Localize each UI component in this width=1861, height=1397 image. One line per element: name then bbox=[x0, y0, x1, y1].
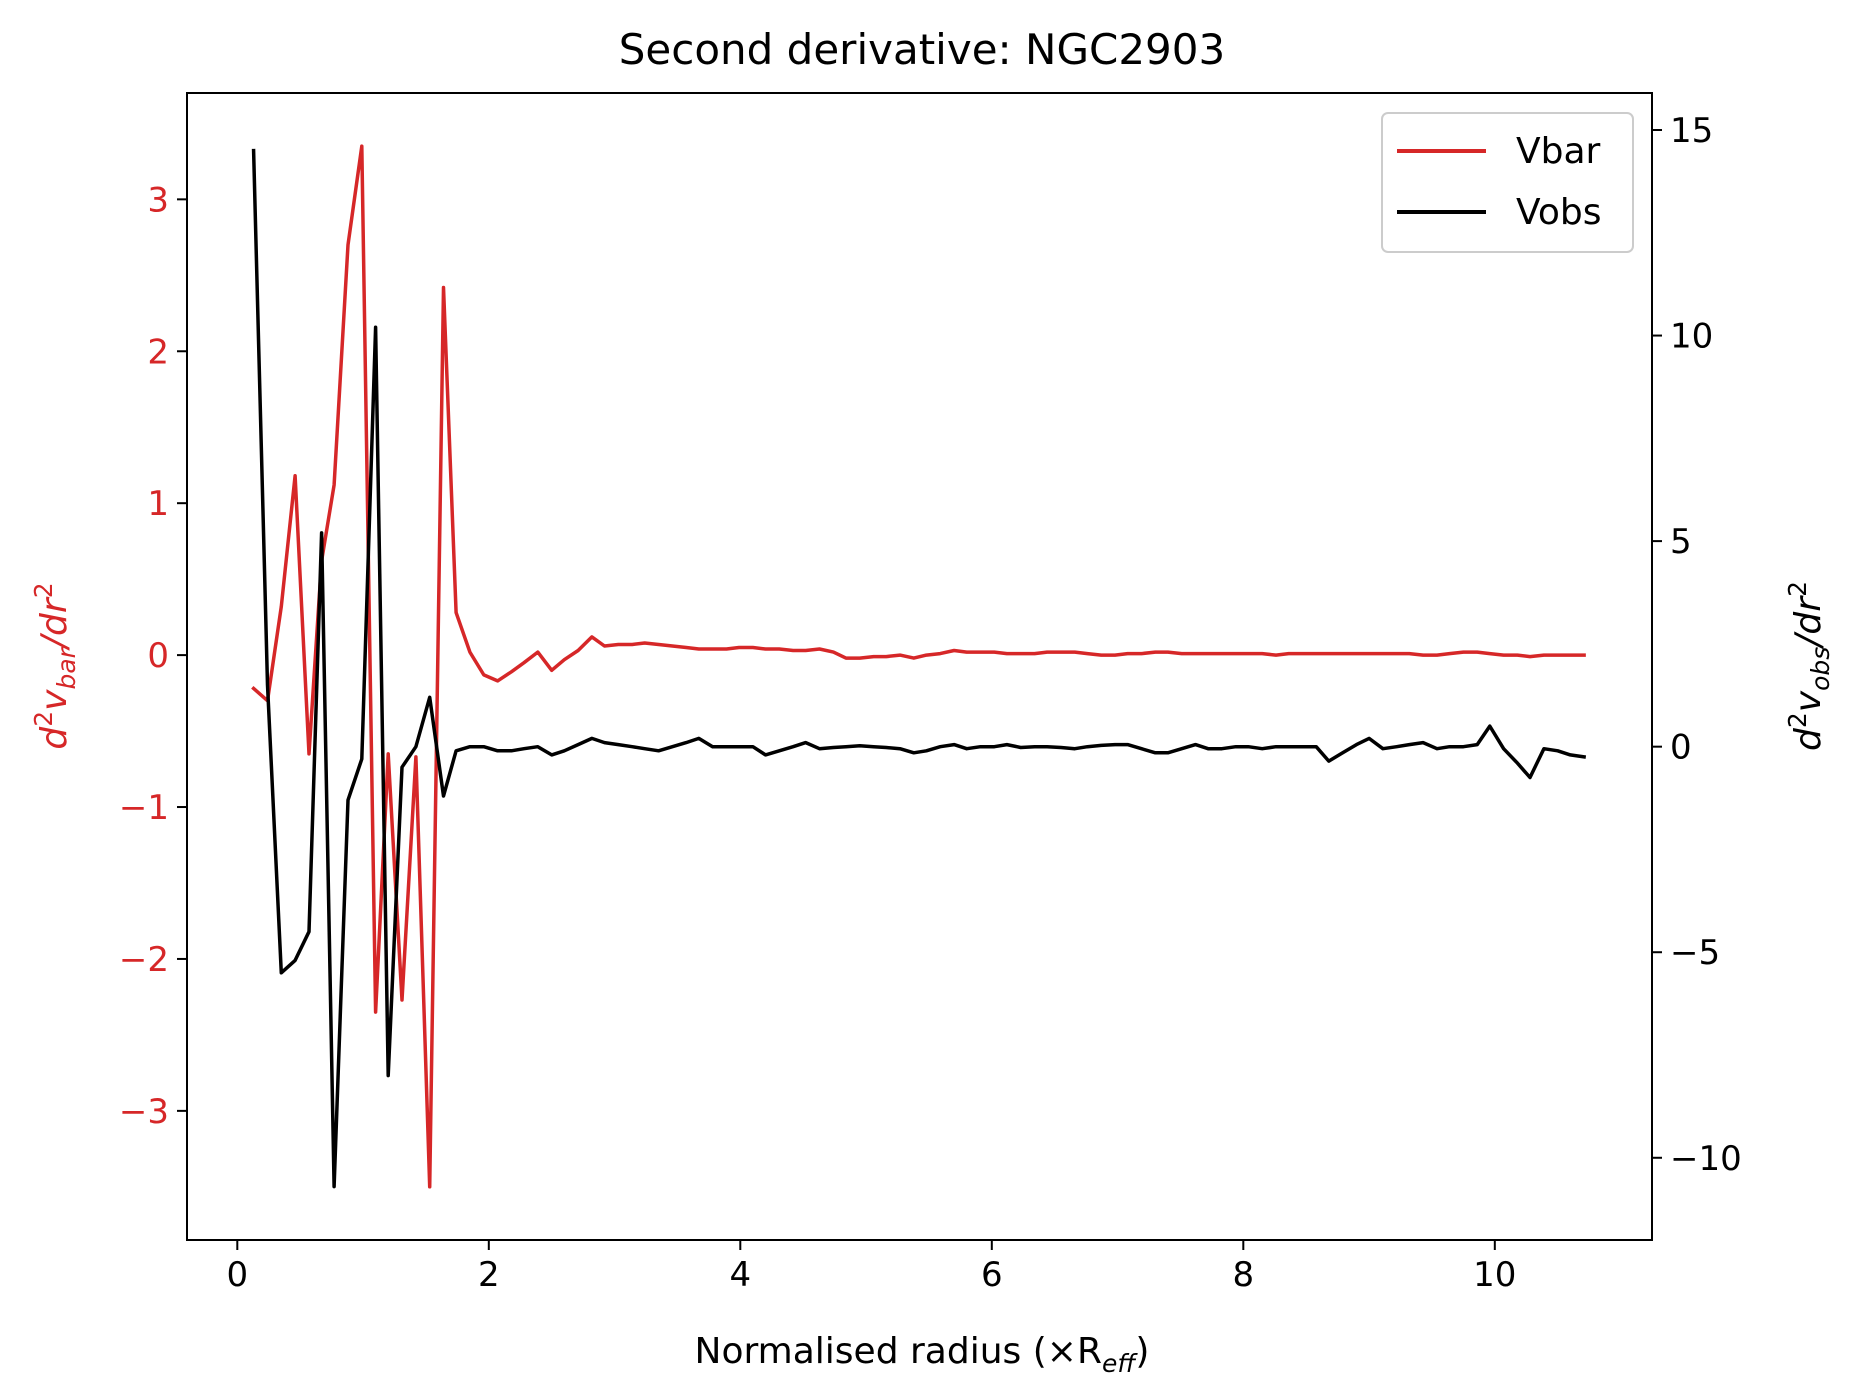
y-right-tick-label: −5 bbox=[1670, 933, 1720, 973]
legend-box bbox=[1381, 112, 1634, 253]
series-line-vobs bbox=[251, 148, 1587, 1189]
y-right-tick-label: 15 bbox=[1670, 111, 1713, 151]
y-left-tick-label: 2 bbox=[147, 332, 169, 372]
x-axis-label: Normalised radius (×Reff) bbox=[695, 1331, 1150, 1378]
x-tick-label: 2 bbox=[478, 1255, 500, 1295]
x-tick-label: 8 bbox=[1232, 1255, 1254, 1295]
x-axis-label-close: ) bbox=[1135, 1331, 1149, 1372]
x-tick-label: 6 bbox=[981, 1255, 1003, 1295]
series-line-vbar bbox=[251, 144, 1586, 1189]
series-layer bbox=[251, 144, 1587, 1189]
y-left-tick-label: −3 bbox=[119, 1092, 169, 1132]
x-axis-label-sub: eff bbox=[1102, 1349, 1138, 1378]
x-axis-label-main: Normalised radius (×R bbox=[695, 1331, 1102, 1372]
y-right-tick-label: 10 bbox=[1670, 317, 1713, 357]
y-right-tick-label: 0 bbox=[1670, 728, 1692, 768]
chart-title: Second derivative: NGC2903 bbox=[619, 25, 1225, 74]
y-left-tick-label: 1 bbox=[147, 484, 169, 524]
y-left-tick-label: −2 bbox=[119, 940, 169, 980]
x-tick-label: 4 bbox=[729, 1255, 751, 1295]
y-axis-label-left: d2vbar/dr2 bbox=[29, 582, 81, 749]
y-left-tick-label: −1 bbox=[119, 788, 169, 828]
y-left-tick-label: 0 bbox=[147, 636, 169, 676]
x-tick-label: 10 bbox=[1473, 1255, 1516, 1295]
plot-frame bbox=[186, 92, 1653, 1241]
y-right-tick-label: 5 bbox=[1670, 522, 1692, 562]
x-tick-label: 0 bbox=[226, 1255, 248, 1295]
legend-label-vbar: Vbar bbox=[1516, 131, 1601, 172]
legend: Vbar Vobs bbox=[1381, 112, 1634, 253]
legend-label-vobs: Vobs bbox=[1516, 192, 1601, 233]
y-left-tick-label: 3 bbox=[147, 180, 169, 220]
y-right-tick-label: −10 bbox=[1670, 1139, 1742, 1179]
y-axis-label-right: d2vobs/dr2 bbox=[1783, 581, 1835, 751]
